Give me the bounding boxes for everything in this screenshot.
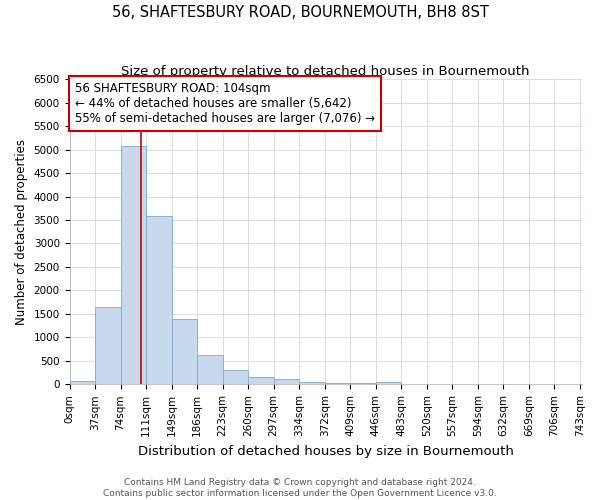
X-axis label: Distribution of detached houses by size in Bournemouth: Distribution of detached houses by size … [138, 444, 514, 458]
Text: 56, SHAFTESBURY ROAD, BOURNEMOUTH, BH8 8ST: 56, SHAFTESBURY ROAD, BOURNEMOUTH, BH8 8… [112, 5, 488, 20]
Y-axis label: Number of detached properties: Number of detached properties [15, 138, 28, 324]
Bar [172, 318, 197, 384]
Bar [325, 383, 350, 384]
Bar [376, 382, 401, 384]
Bar [223, 370, 248, 384]
Bar [146, 216, 172, 384]
Text: 56 SHAFTESBURY ROAD: 104sqm
← 44% of detached houses are smaller (5,642)
55% of : 56 SHAFTESBURY ROAD: 104sqm ← 44% of det… [74, 82, 375, 125]
Bar [274, 378, 299, 384]
Bar [248, 377, 274, 384]
Bar [197, 355, 223, 384]
Bar [299, 382, 325, 384]
Text: Contains HM Land Registry data © Crown copyright and database right 2024.
Contai: Contains HM Land Registry data © Crown c… [103, 478, 497, 498]
Bar [70, 381, 95, 384]
Bar [121, 146, 146, 384]
Bar [95, 307, 121, 384]
Title: Size of property relative to detached houses in Bournemouth: Size of property relative to detached ho… [121, 65, 530, 78]
